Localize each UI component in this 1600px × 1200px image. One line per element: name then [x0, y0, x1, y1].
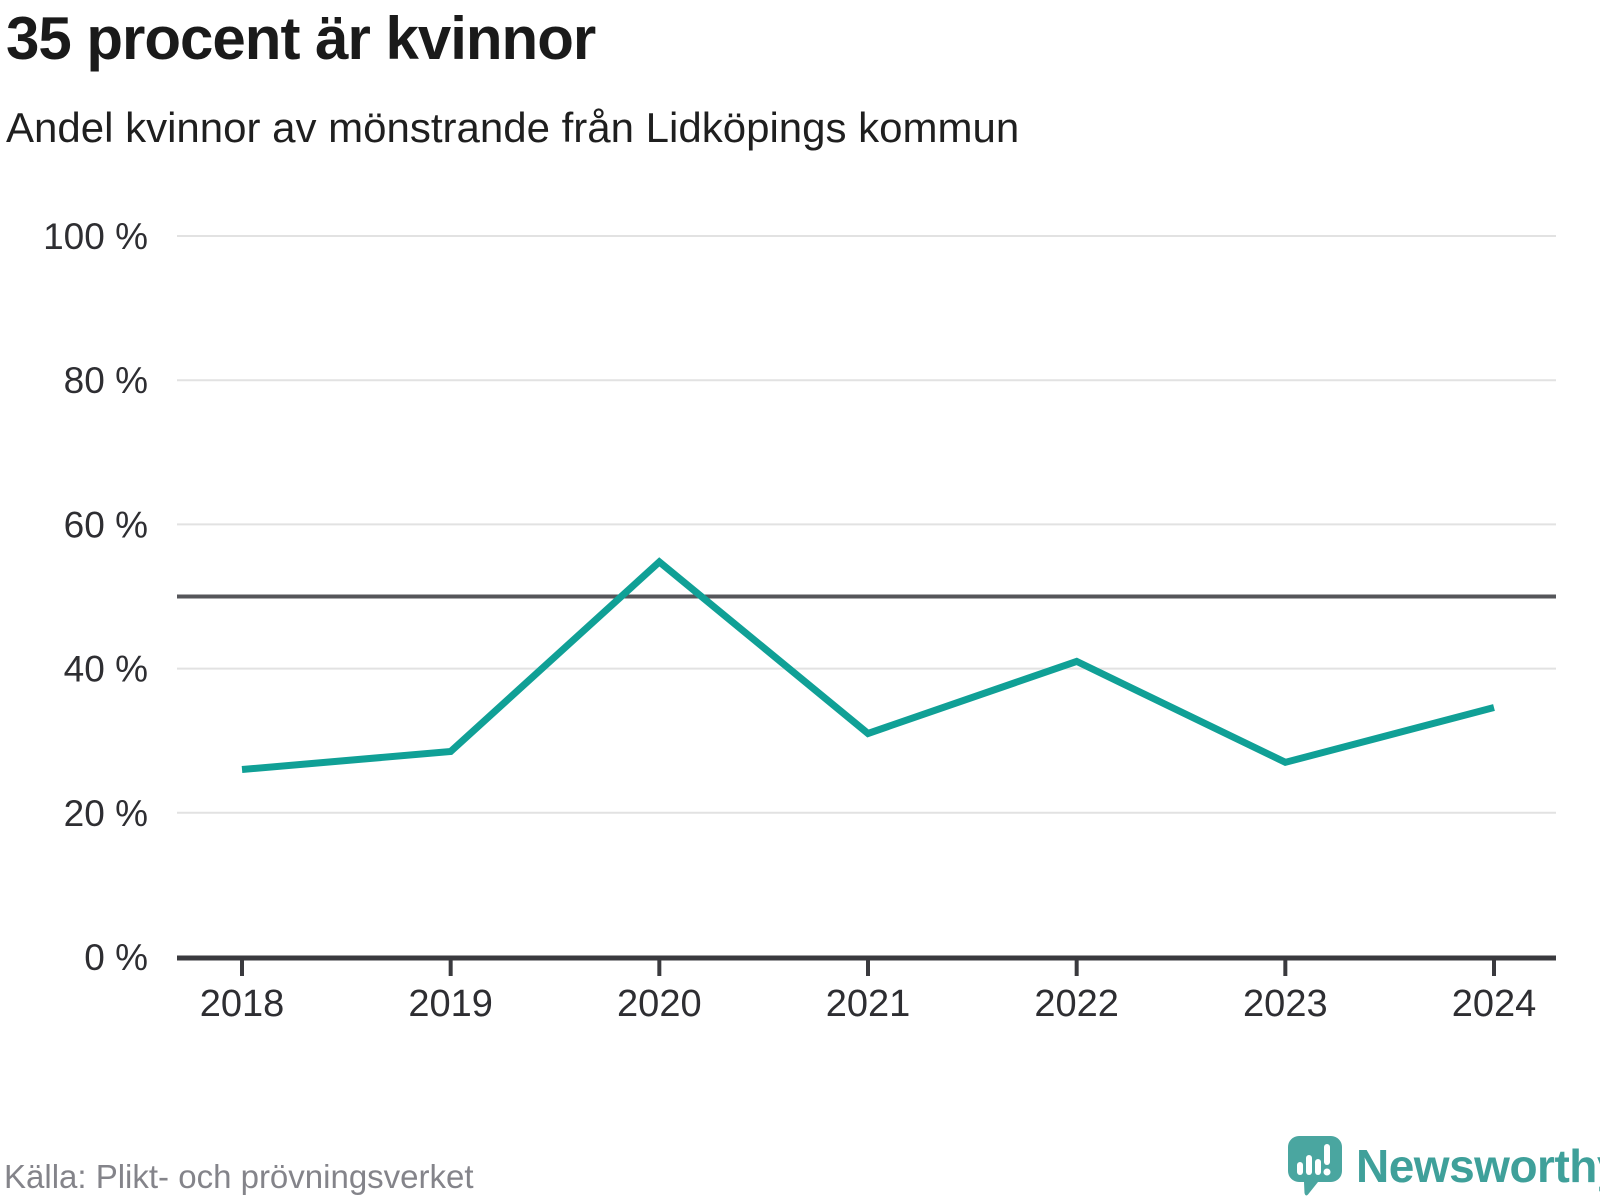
- bar-3: [1315, 1158, 1321, 1175]
- x-axis-label-2020: 2020: [617, 983, 702, 1025]
- x-axis-label-2021: 2021: [826, 983, 911, 1025]
- bar-1: [1297, 1161, 1303, 1175]
- chart-header: 35 procent är kvinnor Andel kvinnor av m…: [6, 6, 1566, 152]
- x-axis-label-2018: 2018: [200, 983, 285, 1025]
- newsworthy-brand: Newsworthy: [1288, 1134, 1600, 1198]
- y-axis-label-100: 100 %: [43, 216, 148, 257]
- y-axis-label-40: 40 %: [64, 649, 148, 690]
- exclamation-bar: [1324, 1143, 1330, 1165]
- y-axis-label-60: 60 %: [64, 504, 148, 545]
- exclamation-dot: [1323, 1168, 1331, 1175]
- x-axis-label-2024: 2024: [1452, 983, 1537, 1025]
- y-axis-label-20: 20 %: [64, 793, 148, 834]
- bar-2: [1306, 1154, 1312, 1175]
- newsworthy-wordmark: Newsworthy: [1356, 1140, 1600, 1192]
- x-axis-label-2022: 2022: [1034, 983, 1119, 1025]
- x-axis-label-2023: 2023: [1243, 983, 1328, 1025]
- x-axis-label-2019: 2019: [408, 983, 493, 1025]
- newsworthy-logo-icon: [1288, 1135, 1342, 1195]
- data-line-andel-kvinnor: [241, 557, 1495, 774]
- chart-title: 35 procent är kvinnor: [6, 5, 596, 72]
- source-note: Källa: Plikt- och prövningsverket: [4, 1158, 474, 1195]
- chart-subtitle: Andel kvinnor av mönstrande från Lidköpi…: [6, 104, 1020, 151]
- y-axis-label-0: 0 %: [84, 937, 148, 978]
- y-axis-label-80: 80 %: [64, 360, 148, 401]
